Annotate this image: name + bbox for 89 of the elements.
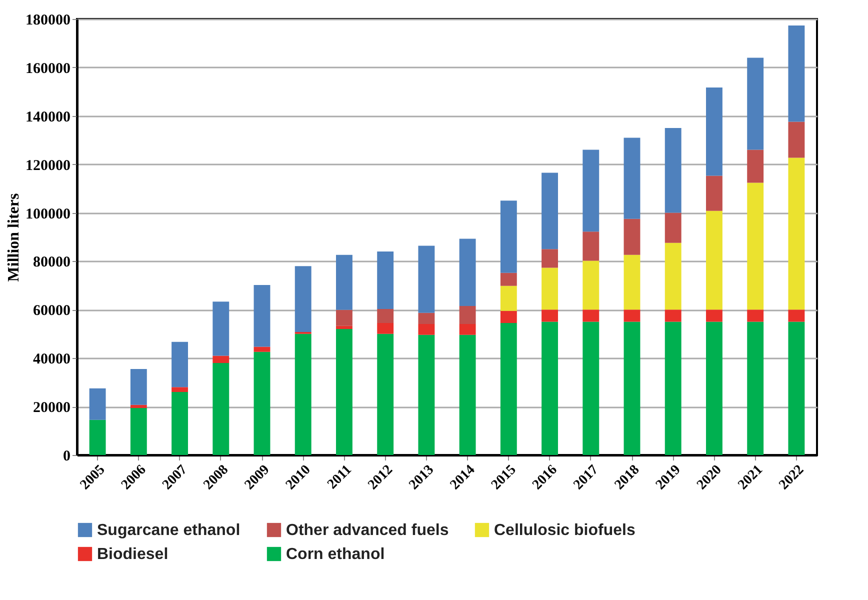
y-tick-label: 140000 <box>26 109 70 126</box>
y-tick-label: 60000 <box>33 303 70 320</box>
bar <box>582 232 600 261</box>
bar <box>582 322 600 455</box>
bar <box>254 352 270 455</box>
bar <box>500 310 517 323</box>
bar <box>500 322 517 455</box>
bar <box>747 182 764 310</box>
bar <box>172 342 188 388</box>
bar <box>706 176 722 211</box>
bar <box>418 324 435 335</box>
y-tick-label: 120000 <box>26 158 70 174</box>
bar <box>706 88 722 176</box>
bar <box>664 310 682 322</box>
bar <box>664 212 682 243</box>
bar <box>89 388 106 420</box>
legend-label: Biodiesel <box>97 546 168 563</box>
bar <box>294 334 312 455</box>
bar <box>706 210 722 310</box>
bar <box>706 310 722 322</box>
bar <box>418 312 435 324</box>
bar <box>624 254 640 310</box>
bar <box>542 249 558 268</box>
bar <box>582 150 600 232</box>
bar <box>500 286 517 311</box>
bar <box>747 150 764 183</box>
bar <box>582 310 600 322</box>
bar <box>336 310 352 326</box>
bar <box>788 158 805 310</box>
y-tick-label: 20000 <box>33 400 70 416</box>
bar <box>212 302 230 356</box>
bar <box>624 322 640 455</box>
legend-label: Corn ethanol <box>286 546 385 563</box>
bar <box>377 252 394 309</box>
bar <box>130 408 147 455</box>
y-tick-label: 80000 <box>33 254 70 271</box>
bar <box>664 242 682 310</box>
bar <box>747 58 764 150</box>
bar <box>459 324 476 335</box>
bar <box>500 272 517 286</box>
bar <box>706 322 722 455</box>
bar <box>418 246 435 313</box>
bar <box>130 404 147 408</box>
legend-label: Cellulosic biofuels <box>494 522 636 539</box>
bar <box>624 310 640 322</box>
bar <box>747 310 764 322</box>
bar <box>172 392 188 455</box>
bar <box>336 254 352 310</box>
y-tick-label: 100000 <box>26 206 70 222</box>
y-tick-label: 0 <box>63 448 70 464</box>
bar <box>788 310 805 322</box>
bar <box>336 326 352 330</box>
bar <box>294 266 312 332</box>
bar <box>459 306 476 324</box>
bar <box>254 284 270 347</box>
bar <box>542 322 558 455</box>
bar <box>130 369 147 405</box>
y-tick-label: 180000 <box>26 12 70 28</box>
bar <box>788 122 805 158</box>
bar <box>788 322 805 455</box>
bar <box>336 329 352 455</box>
bar <box>747 322 764 455</box>
x-tick-label: 2011 <box>324 462 355 492</box>
bar <box>459 238 476 306</box>
bar <box>624 218 640 255</box>
bar <box>664 128 682 213</box>
bar <box>377 322 394 334</box>
bar <box>542 310 558 322</box>
bar <box>212 362 230 455</box>
bar <box>788 26 805 122</box>
bar <box>377 308 394 323</box>
legend-label: Sugarcane ethanol <box>97 522 240 539</box>
y-tick-label: 40000 <box>33 352 70 368</box>
bar <box>377 334 394 455</box>
bar <box>542 268 558 310</box>
bar <box>624 138 640 219</box>
bar <box>172 387 188 392</box>
legend-label: Other advanced fuels <box>286 522 449 539</box>
y-axis-title: Million liters <box>6 193 22 282</box>
bar <box>542 172 558 250</box>
bar <box>459 334 476 455</box>
bar <box>582 260 600 310</box>
bar <box>418 334 435 455</box>
bar <box>89 420 106 455</box>
bar <box>254 346 270 352</box>
bar <box>500 200 517 273</box>
bar <box>212 356 230 363</box>
y-tick-label: 160000 <box>26 60 70 77</box>
bar <box>664 322 682 455</box>
